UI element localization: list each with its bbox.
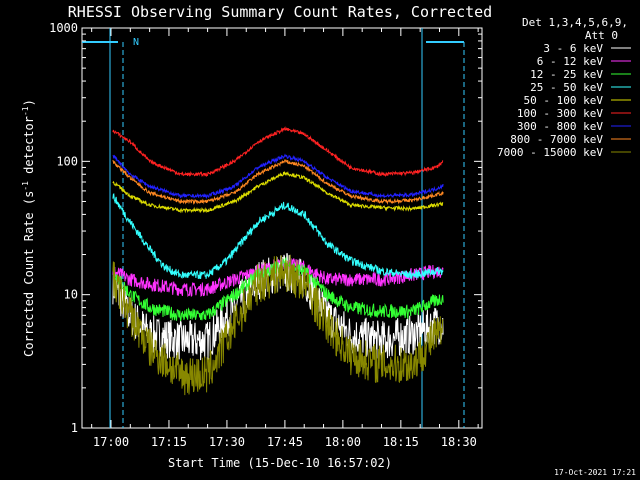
x-tick-label: 17:00 <box>93 435 129 449</box>
y-axis-label-mid: detector <box>22 116 36 181</box>
legend-label-1: 6 - 12 keV <box>537 55 604 68</box>
y-axis-label-end: ) <box>22 99 36 106</box>
legend-label-3: 25 - 50 keV <box>530 81 603 94</box>
legend-label-6: 300 - 800 keV <box>517 120 603 133</box>
series-line-3 <box>112 193 444 280</box>
series-line-5 <box>112 126 444 178</box>
y-tick-label: 1000 <box>49 21 78 35</box>
x-tick-label: 17:30 <box>209 435 245 449</box>
y-axis-label: Corrected Count Rate (s-1 detector-1) <box>21 99 36 357</box>
plot-frame <box>81 27 483 429</box>
footer-timestamp: 17-Oct-2021 17:21 <box>554 468 636 477</box>
series-line-8 <box>112 254 444 396</box>
series-line-6 <box>112 153 444 200</box>
plot-area: N <box>81 27 483 429</box>
series-line-4 <box>112 170 444 214</box>
legend-label-2: 12 - 25 keV <box>530 68 603 81</box>
y-axis-label-sup1: -1 <box>21 181 30 191</box>
y-axis: 1 10 100 1000 <box>49 21 482 435</box>
legend-label-0: 3 - 6 keV <box>543 42 603 55</box>
legend-label-8: 7000 - 15000 keV <box>497 146 603 159</box>
y-axis-label-main: Corrected Count Rate (s <box>22 191 36 357</box>
night-flag-label: N <box>133 37 139 48</box>
x-tick-label: 17:15 <box>151 435 187 449</box>
legend-label-5: 100 - 300 keV <box>517 107 603 120</box>
chart-title: RHESSI Observing Summary Count Rates, Co… <box>68 3 492 21</box>
legend-header-1: Det 1,3,4,5,6,9, <box>522 16 628 29</box>
series-line-2 <box>112 256 444 322</box>
y-axis-label-sup2: -1 <box>21 106 30 116</box>
x-tick-label: 18:30 <box>441 435 477 449</box>
legend-label-7: 800 - 7000 keV <box>510 133 603 146</box>
legend-label-4: 50 - 100 keV <box>524 94 604 107</box>
series-line-7 <box>112 158 444 206</box>
x-tick-label: 18:15 <box>383 435 419 449</box>
x-axis: 17:00 17:15 17:30 17:45 18:00 18:15 18:30 <box>91 28 479 449</box>
y-tick-label: 100 <box>56 154 78 168</box>
x-axis-label: Start Time (15-Dec-10 16:57:02) <box>168 456 392 470</box>
y-tick-label: 10 <box>64 288 78 302</box>
y-tick-label: 1 <box>71 421 78 435</box>
x-tick-label: 17:45 <box>267 435 303 449</box>
legend-header-2: Att 0 <box>585 29 618 42</box>
x-tick-label: 18:00 <box>325 435 361 449</box>
